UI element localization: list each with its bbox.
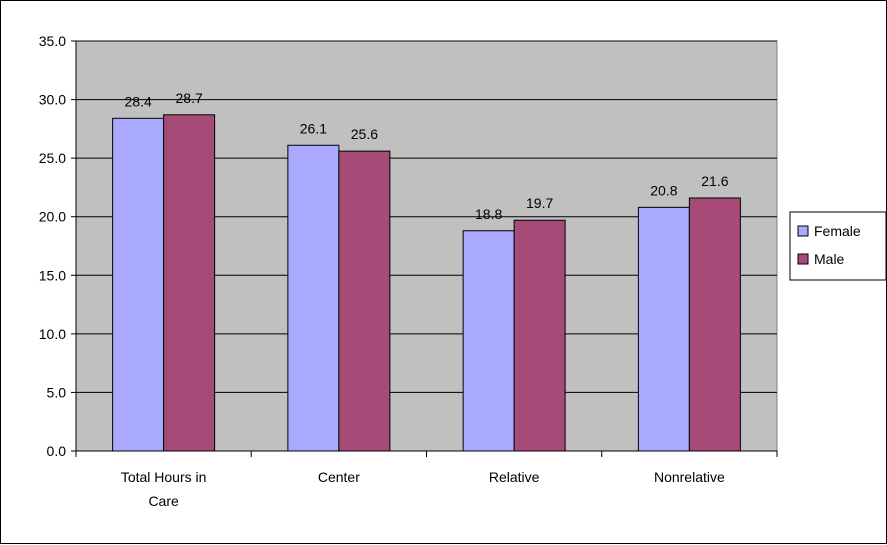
legend-label: Male [814, 251, 845, 267]
y-tick-label: 10.0 [39, 326, 66, 342]
data-label: 20.8 [650, 182, 677, 198]
y-tick-label: 30.0 [39, 92, 66, 108]
y-tick-label: 35.0 [39, 33, 66, 49]
bar-male-3 [688, 197, 741, 452]
y-tick-label: 0.0 [47, 443, 67, 459]
data-label: 18.8 [475, 206, 502, 222]
legend-swatch [797, 225, 809, 237]
y-tick-label: 25.0 [39, 150, 66, 166]
data-label: 21.6 [701, 173, 728, 189]
data-label: 28.4 [125, 93, 152, 109]
data-label: 26.1 [300, 120, 327, 136]
bar-male-0 [163, 114, 216, 452]
data-label: 19.7 [526, 195, 553, 211]
x-category-label: Relative [489, 469, 540, 485]
x-category-label: Nonrelative [654, 469, 725, 485]
legend-label: Female [814, 223, 861, 239]
x-category-label: Center [318, 469, 360, 485]
legend-swatch [797, 253, 809, 265]
bar-male-1 [338, 150, 391, 452]
axes: 0.0 5.0 10.0 15.0 20.0 25.0 30.0 35.0 Total Hour… [39, 33, 778, 509]
bar-female-2 [462, 230, 515, 452]
x-category-label: Total Hours in Care [121, 469, 207, 509]
data-label: 25.6 [351, 126, 378, 142]
bar-female-3 [637, 206, 690, 452]
bar-male-2 [513, 219, 566, 452]
bar-female-1 [287, 144, 340, 452]
bar-female-0 [112, 117, 165, 452]
bars [112, 114, 741, 452]
y-tick-label: 15.0 [39, 267, 66, 283]
legend: Female Male [789, 211, 887, 281]
data-labels: 28.4 28.7 26.1 25.6 18.8 19.7 20.8 21.6 [125, 90, 729, 222]
y-tick-label: 5.0 [47, 384, 67, 400]
legend-box [789, 211, 887, 281]
data-label: 28.7 [176, 90, 203, 106]
y-tick-label: 20.0 [39, 209, 66, 225]
